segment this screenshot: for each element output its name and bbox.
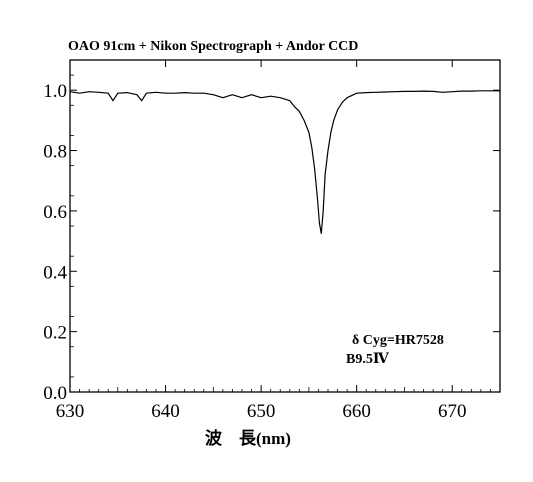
y-tick-label: 0.4 (43, 262, 67, 283)
y-tick-label: 1.0 (43, 81, 67, 102)
y-tick-label: 0.8 (43, 142, 67, 163)
x-tick-label: 660 (342, 401, 371, 422)
x-tick-label: 670 (438, 401, 467, 422)
y-tick-label: 0.0 (43, 383, 67, 404)
y-tick-label: 0.6 (43, 202, 67, 223)
spectrum-line (69, 90, 500, 235)
ticks-layer: 630 640 650 660 670 0.0 0.2 0.4 0.6 0.8 1.0 (43, 60, 501, 422)
chart-title: OAO 91cm + Nikon Spectrograph + Andor CC… (68, 39, 358, 54)
series-layer (69, 90, 500, 235)
y-tick-label: 0.2 (43, 323, 67, 344)
x-tick-label: 640 (151, 401, 180, 422)
annotation-spectral-type: B9.5Ⅳ (346, 352, 390, 367)
x-tick-label: 650 (247, 401, 276, 422)
x-tick-label: 630 (56, 401, 85, 422)
annotation-star-name: δ Cyg=HR7528 (352, 333, 444, 348)
x-axis-label: 波 長(nm) (205, 428, 291, 448)
